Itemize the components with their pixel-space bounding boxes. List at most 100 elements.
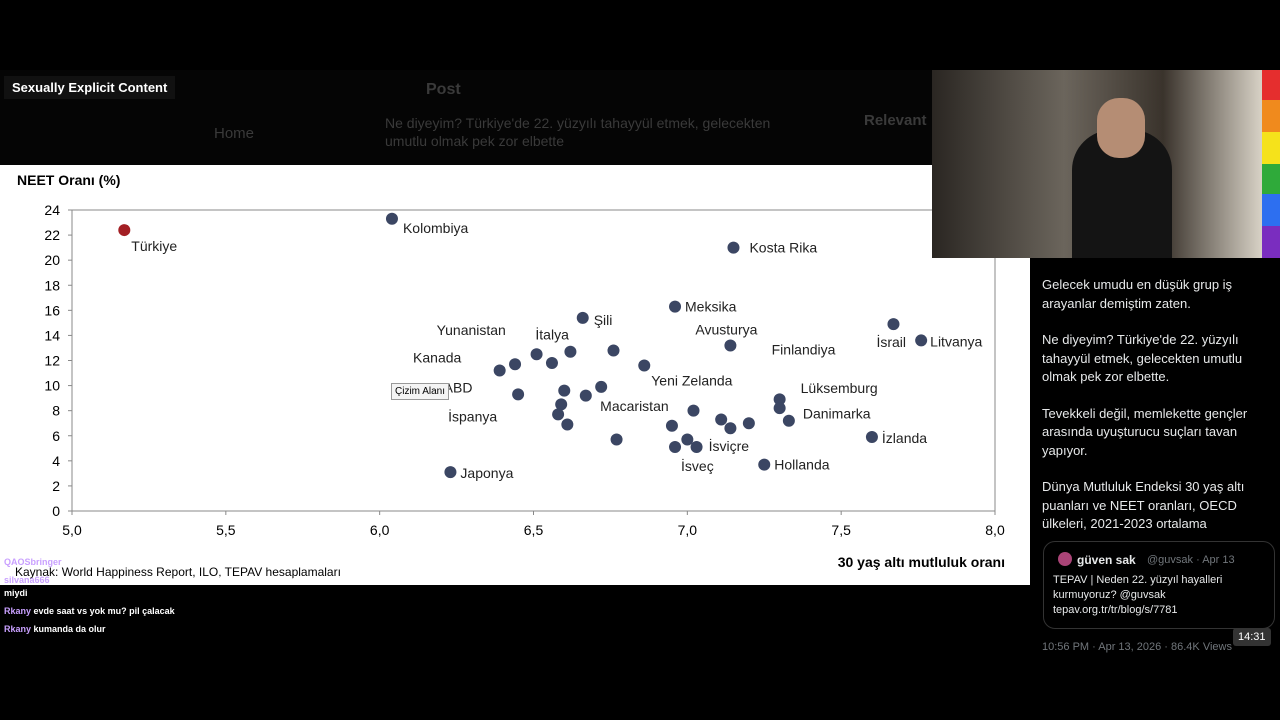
data-point [669, 441, 682, 454]
y-tick-label: 10 [44, 378, 60, 394]
point-label: Finlandiya [772, 341, 836, 357]
data-point [727, 241, 740, 254]
point-label: İsrail [876, 333, 906, 350]
post-paragraph: Ne diyeyim? Türkiye'de 22. yüzyılı tahay… [1042, 332, 1243, 384]
chat-text: kumanda da olur [33, 624, 106, 634]
x-tick-label: 7,5 [831, 522, 851, 538]
post-paragraph: Gelecek umudu en düşük grup iş arayanlar… [1042, 277, 1233, 311]
y-axis-title: NEET Oranı (%) [17, 172, 120, 188]
chat-message: Rkany evde saat vs yok mu? pil çalacak [4, 605, 334, 618]
quote-handle: @guvsak · Apr 13 [1147, 554, 1235, 566]
webcam [932, 70, 1262, 258]
post-header: Post [426, 81, 461, 98]
x-tick-label: 5,0 [62, 522, 82, 538]
point-label: İsviçre [709, 437, 750, 454]
data-point [530, 348, 543, 361]
post-paragraph: Dünya Mutluluk Endeksi 30 yaş altı puanl… [1042, 479, 1245, 531]
y-tick-label: 14 [44, 327, 60, 343]
data-point [758, 458, 771, 471]
chat-text: evde saat vs yok mu? pil çalacak [33, 606, 175, 616]
data-point [773, 393, 786, 406]
data-point [638, 359, 651, 372]
point-label: Yeni Zelanda [651, 373, 732, 389]
post-text: Gelecek umudu en düşük grup iş arayanlar… [1042, 276, 1262, 552]
data-point [509, 358, 522, 371]
point-label: İtalya [535, 326, 569, 343]
data-point [681, 433, 694, 446]
avatar [1058, 552, 1072, 566]
data-point [512, 388, 525, 401]
point-label: Litvanya [930, 333, 982, 349]
data-point [687, 404, 700, 417]
data-point [595, 380, 608, 393]
data-point [742, 417, 755, 430]
point-label: Türkiye [131, 238, 177, 254]
y-tick-label: 22 [44, 227, 60, 243]
y-tick-label: 16 [44, 302, 60, 318]
point-label: İzlanda [882, 429, 927, 446]
quoted-post[interactable]: güven sak @guvsak · Apr 13 TEPAV | Neden… [1043, 541, 1275, 629]
chat-message: Rkany kumanda da olur [4, 623, 334, 636]
chat-message: silvana666 bu neet oluyo işte değil mi y… [4, 574, 334, 600]
chat-user: Rkany [4, 606, 32, 616]
y-tick-label: 18 [44, 277, 60, 293]
y-tick-label: 4 [52, 453, 60, 469]
point-label: Avusturya [695, 321, 757, 337]
quote-author: güven sak [1077, 553, 1136, 567]
nav-home[interactable]: Home [214, 125, 255, 142]
data-point [552, 408, 565, 421]
y-tick-label: 24 [44, 202, 60, 218]
x-axis-title: 30 yaş altı mutluluk oranı [838, 554, 1005, 570]
data-point [724, 339, 737, 352]
data-point [887, 318, 900, 331]
data-point [865, 431, 878, 444]
data-point [555, 398, 568, 411]
chat: QAOSbringer Bereket'le Gate tarafındır si… [4, 556, 334, 641]
data-point [558, 384, 571, 397]
point-label: Macaristan [600, 398, 668, 414]
y-tick-label: 0 [52, 503, 60, 519]
point-label: Lüksemburg [801, 380, 878, 396]
x-tick-label: 6,0 [370, 522, 390, 538]
y-tick-label: 6 [52, 428, 60, 444]
chart-background [0, 165, 1030, 585]
point-label: Meksika [685, 299, 737, 315]
data-point [118, 224, 131, 237]
tooltip: Çizim Alanı [391, 383, 450, 400]
point-label: Kosta Rika [749, 240, 817, 256]
pride-stripe [1262, 70, 1280, 258]
data-point [915, 334, 928, 347]
data-point [669, 300, 682, 313]
timer: 14:31 [1233, 628, 1271, 646]
chat-user: Rkany [4, 624, 32, 634]
data-point [564, 345, 577, 358]
data-point [561, 418, 574, 431]
data-point [690, 441, 703, 454]
data-point [545, 357, 558, 370]
data-point [444, 466, 457, 479]
face [1097, 98, 1145, 158]
quote-text: TEPAV | Neden 22. yüzyıl hayalleri kurmu… [1053, 574, 1223, 616]
chart: NEET Oranı (%) 30 yaş altı mutluluk oran… [0, 165, 1030, 585]
point-label: İspanya [448, 407, 497, 424]
data-point [665, 419, 678, 432]
y-tick-label: 20 [44, 252, 60, 268]
content-warning: Sexually Explicit Content [4, 76, 176, 99]
data-point [715, 413, 728, 426]
post-meta: 10:56 PM · Apr 13, 2026 · 86.4K Views [1042, 641, 1232, 653]
sidebar-title: Relevant [864, 112, 927, 129]
data-point [610, 433, 623, 446]
data-point [576, 311, 589, 324]
chat-user: QAOSbringer [4, 557, 62, 567]
chat-text: Bereket'le Gate tarafındır [64, 557, 171, 567]
point-label: Danimarka [803, 406, 871, 422]
data-point [782, 414, 795, 427]
point-label: Kolombiya [403, 220, 469, 236]
source: Kaynak: World Happiness Report, ILO, TEP… [15, 565, 341, 579]
point-label: Hollanda [774, 457, 829, 473]
post-paragraph: Tevekkeli değil, memlekette gençler aras… [1042, 405, 1248, 458]
x-tick-label: 5,5 [216, 522, 236, 538]
data-point [385, 212, 398, 225]
data-point [607, 344, 620, 357]
